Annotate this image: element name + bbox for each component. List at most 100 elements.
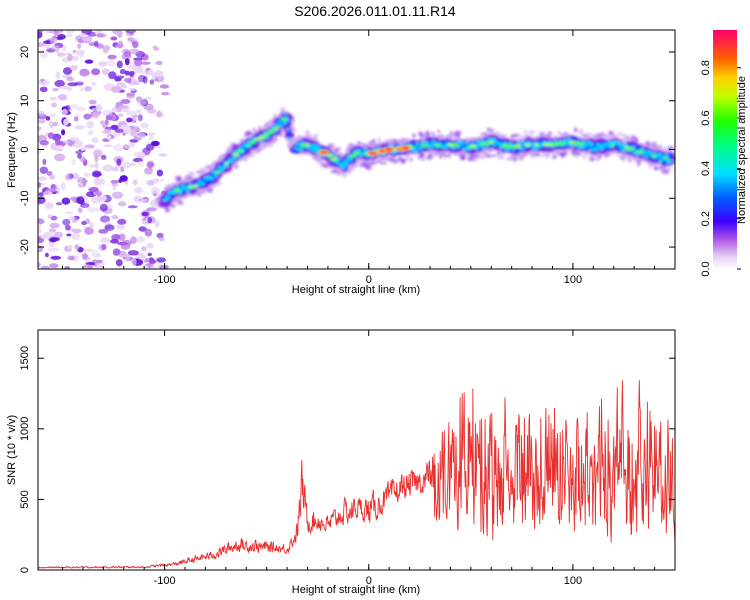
spectrogram-ridge-halo — [573, 127, 578, 133]
spectrogram-noise-blob — [126, 117, 133, 123]
spectrogram-noise-blob — [88, 99, 97, 105]
spectrogram-ridge-core — [218, 168, 224, 173]
spectrogram-ridge-halo — [636, 161, 641, 167]
spectrogram-noise-blob — [144, 228, 152, 237]
spectrogram-ridge-core — [185, 189, 191, 193]
spectrogram-noise-blob — [55, 137, 61, 146]
spectrogram-noise-blob — [38, 247, 41, 251]
spectrogram-ridge-core — [512, 148, 516, 152]
spectrogram-noise-blob — [147, 242, 154, 249]
spectrogram-ridge-core — [284, 114, 288, 117]
spectrogram-noise-blob — [107, 54, 117, 60]
spectrogram-ridge-core — [346, 157, 350, 162]
spectrogram-ridge-core — [580, 145, 585, 149]
spectrogram-y-tick-label: 0 — [19, 146, 31, 152]
spectrogram-x-tick-label: -100 — [154, 274, 176, 286]
spectrogram-ridge-halo — [227, 145, 233, 149]
spectrogram-noise-blob — [77, 207, 83, 214]
spectrogram-ridge-halo — [540, 153, 547, 158]
spectrogram-noise-blob — [61, 109, 68, 116]
spectrogram-ridge-halo — [243, 132, 251, 137]
spectrogram-noise-blob — [146, 207, 158, 212]
spectrogram-ridge-hotspot — [420, 144, 428, 148]
spectrogram-ridge-halo — [546, 131, 552, 135]
spectrogram-ridge-halo — [578, 129, 583, 134]
spectrogram-ridge-hotspot — [627, 146, 635, 151]
spectrogram-noise-blob — [38, 228, 42, 234]
spectrogram-ridge-hotspot — [330, 157, 339, 161]
spectrogram-y-tick-label: -20 — [19, 239, 31, 255]
spectrogram-noise-blob — [64, 266, 70, 269]
spectrogram-ridge-halo — [437, 129, 441, 134]
colorbar-tick-label: 0.6 — [700, 110, 712, 125]
spectrogram-noise-blob — [127, 37, 138, 43]
spectrogram-noise-blob — [101, 244, 107, 251]
spectrogram-ridge-core — [314, 149, 319, 154]
spectrogram-ridge-hotspot — [273, 126, 279, 130]
spectrogram-ridge-halo — [412, 133, 416, 138]
spectrogram-ridge-halo — [379, 161, 387, 165]
spectrogram-noise-blob — [81, 220, 87, 226]
spectrogram-ridge-hotspot — [636, 149, 644, 154]
spectrogram-ridge-core — [336, 161, 341, 165]
spectrogram-noise-blob — [54, 79, 65, 88]
spectrogram-noise-blob — [132, 179, 138, 186]
spectrogram-ridge-core — [595, 147, 599, 151]
spectrogram-ridge-core — [188, 183, 192, 187]
colorbar-tick-label: 0.0 — [700, 261, 712, 276]
spectrogram-ridge-halo — [391, 161, 396, 164]
spectrogram-noise-blob — [83, 248, 94, 253]
spectrogram-noise-blob — [47, 214, 53, 219]
spectrogram-ridge-core — [426, 146, 432, 149]
spectrogram-noise-blob — [103, 129, 111, 134]
spectrogram-noise-blob — [75, 150, 84, 155]
spectrogram-ridge-core — [300, 147, 304, 152]
spectrogram-noise-blob — [76, 125, 86, 129]
spectrogram-ridge-core — [282, 120, 288, 125]
spectrogram-ridge-core — [214, 174, 218, 178]
snr-x-tick-label: -100 — [154, 575, 176, 587]
spectrogram-ridge-halo — [499, 155, 505, 160]
spectrogram-noise-blob — [49, 36, 58, 44]
spectrogram-ridge-hotspot — [259, 135, 267, 139]
spectrogram-ridge-hotspot — [664, 156, 669, 161]
snr-series-line — [38, 380, 675, 570]
spectrogram-noise-blob — [104, 224, 115, 231]
spectrogram-noise-blob — [134, 236, 146, 243]
spectrogram-noise-blob — [115, 259, 123, 267]
spectrogram-noise-blob — [94, 265, 105, 269]
spectrogram-noise-blob — [81, 37, 93, 42]
spectrogram-noise-blob — [48, 240, 55, 248]
spectrogram-noise-blob — [126, 92, 136, 97]
spectrogram-noise-blob — [105, 115, 114, 121]
spectrogram-ridge-core — [210, 177, 214, 180]
spectrogram-y-tick-label: 10 — [19, 95, 31, 107]
spectrogram-ridge-core — [475, 140, 481, 144]
spectrogram-noise-blob — [70, 104, 78, 109]
spectrogram-noise-blob — [128, 70, 135, 77]
spectrogram-noise-blob — [94, 162, 99, 170]
snr-y-tick-label: 1500 — [19, 346, 31, 370]
spectrogram-noise-blob — [54, 147, 64, 152]
spectrogram-noise-blob — [64, 224, 71, 231]
spectrogram-ridge-halo — [508, 158, 511, 161]
spectrogram-noise-blob — [44, 252, 49, 258]
spectrogram-noise-blob — [65, 104, 71, 112]
spectrogram-noise-blob — [106, 135, 112, 141]
spectrogram-noise-blob — [134, 151, 146, 158]
spectrogram-noise-blob — [156, 169, 164, 177]
spectrogram-noise-blob — [84, 86, 92, 92]
spectrogram-y-tick-label: 20 — [19, 46, 31, 58]
spectrogram-ridge-hotspot — [561, 141, 566, 146]
spectrogram-ridge-core — [616, 140, 620, 144]
spectrogram-ridge-halo — [496, 150, 500, 156]
spectrogram-noise-blob — [130, 125, 140, 132]
spectrogram-noise-blob — [122, 161, 132, 169]
spectrogram-ridge-core — [333, 154, 337, 158]
spectrogram-ridge-halo — [473, 157, 477, 161]
spectrogram-noise-blob — [51, 45, 60, 51]
spectrogram-ridge-halo — [560, 153, 565, 159]
spectrogram-noise-blob — [47, 132, 55, 139]
spectrogram-noise-blob — [103, 144, 114, 148]
spectrogram-ridge-core — [538, 145, 543, 148]
